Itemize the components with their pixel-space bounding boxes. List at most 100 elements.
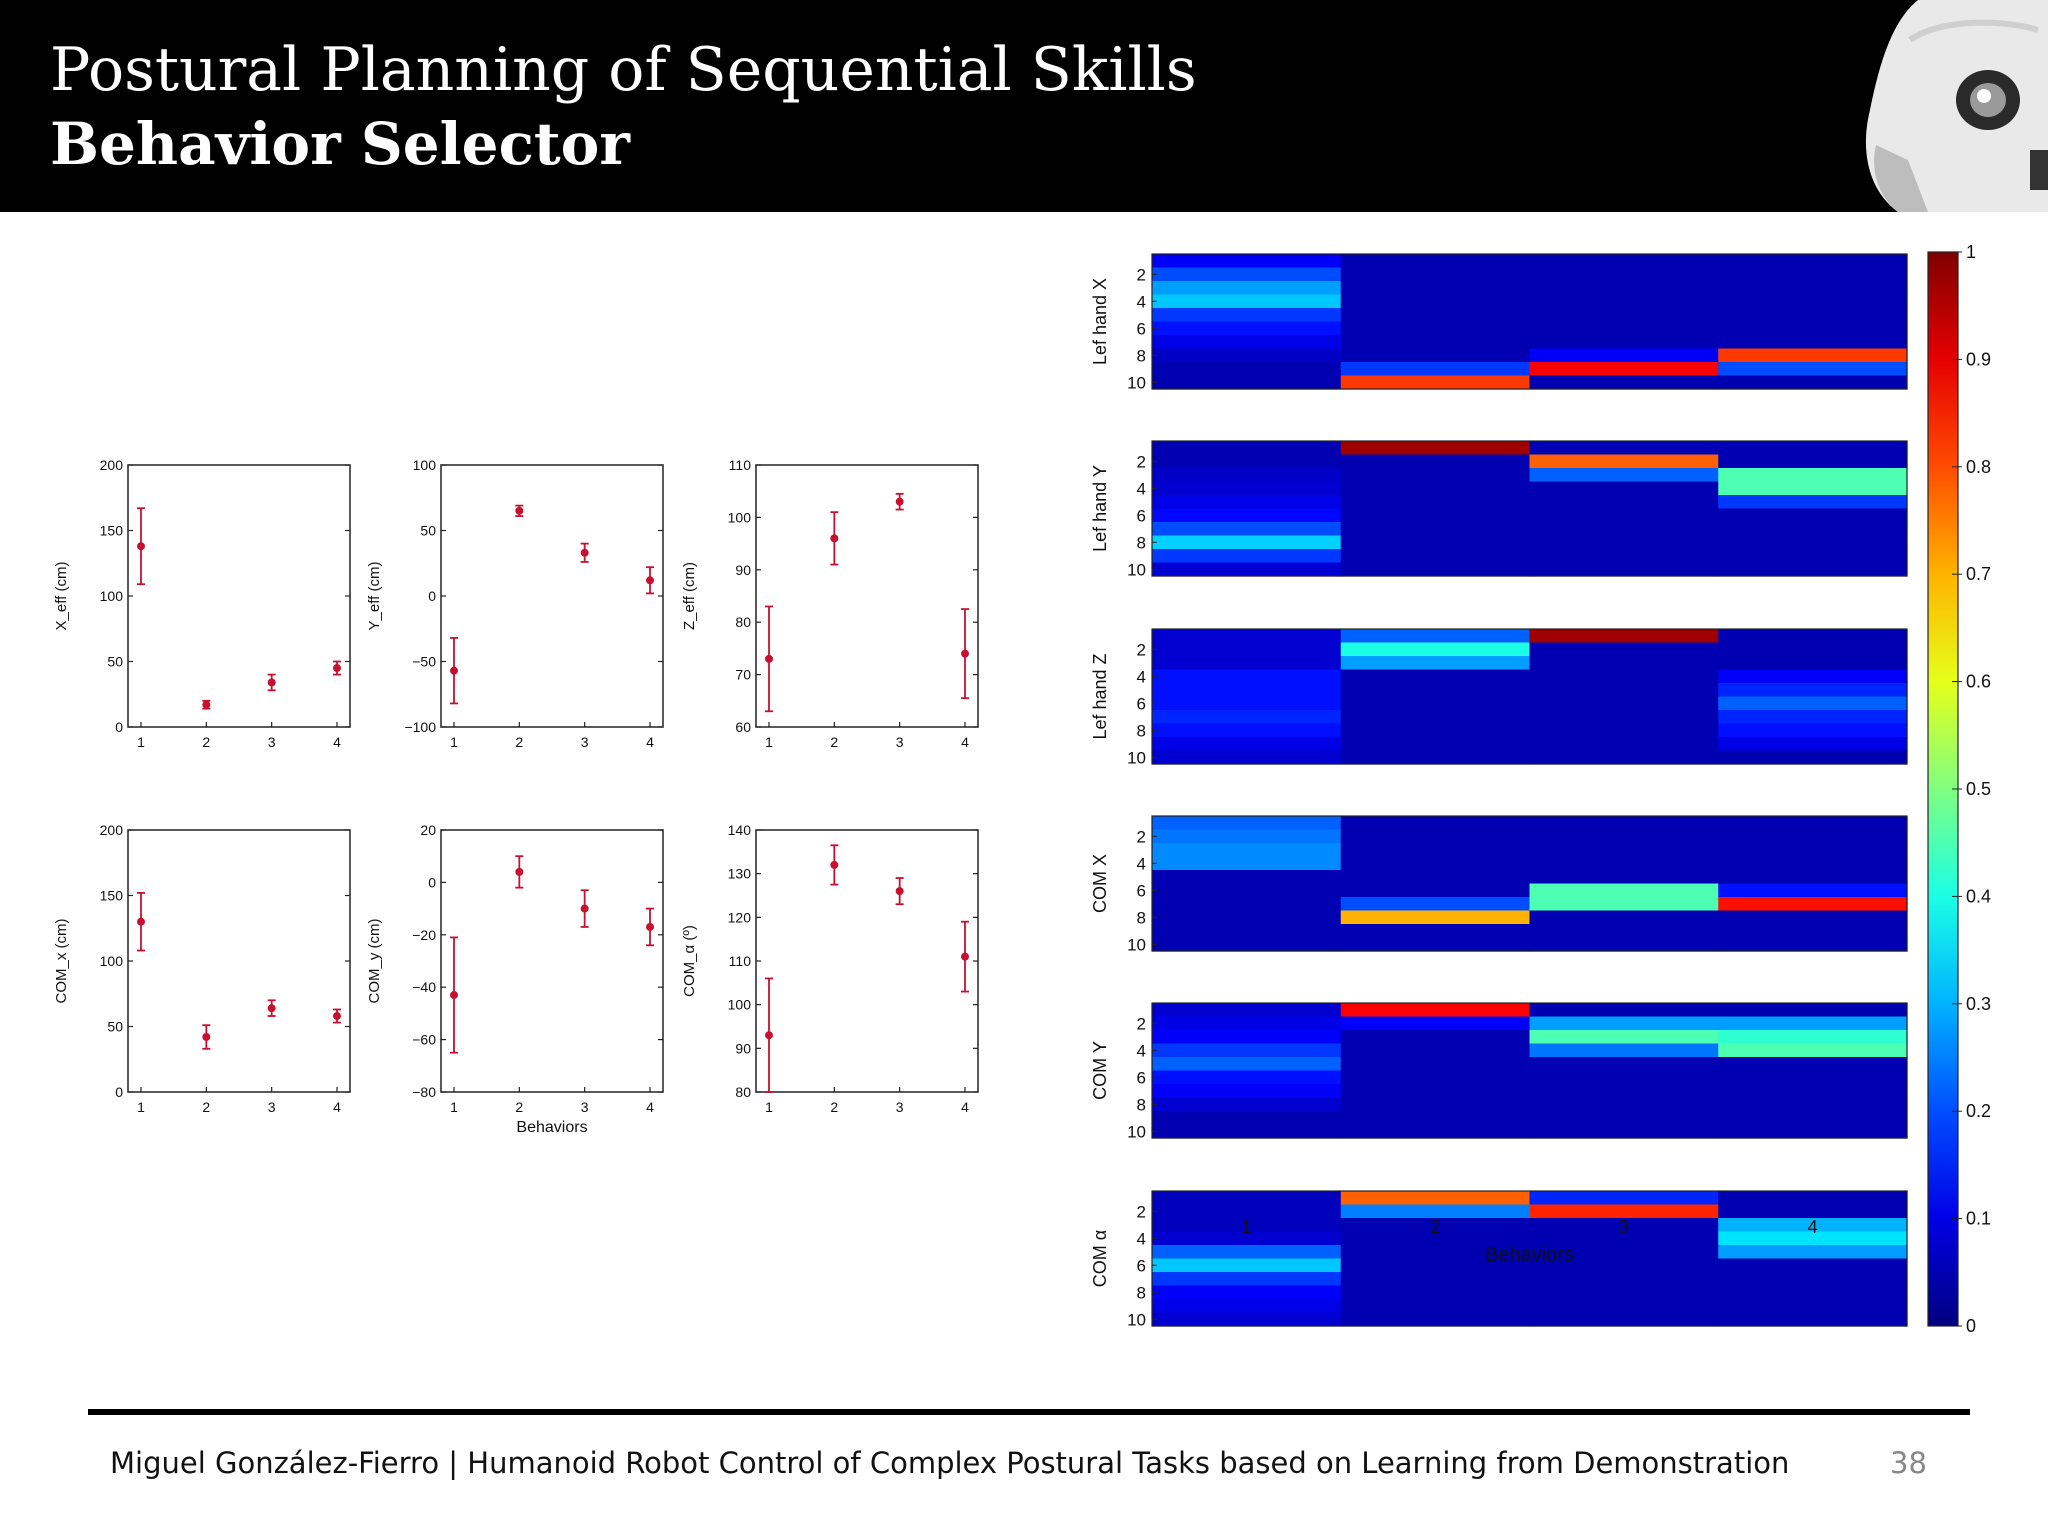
heatmap-cell: [1152, 254, 1342, 269]
y-tick-label: 8: [1137, 908, 1146, 927]
heatmap-cell: [1152, 535, 1342, 550]
heatmap-cell: [1718, 1299, 1908, 1314]
heatmap-cell: [1152, 495, 1342, 510]
heatmap-cell: [1152, 1231, 1342, 1246]
y-tick-label: 4: [1137, 854, 1146, 873]
heatmap-cell: [1529, 348, 1719, 363]
heatmap-frame: [1151, 440, 1908, 577]
scatter-plot-2: −100 −50 0 50 100 1 2 3 4 Y_eff (cm): [366, 457, 664, 750]
heatmap-cell: [1340, 362, 1531, 377]
heatmap-cell: [1152, 1191, 1342, 1206]
heatmap-cell: [1152, 294, 1342, 309]
heatmap-cell: [1718, 897, 1908, 912]
heatmap-cell: [1529, 308, 1719, 323]
heatmap-cell: [1152, 870, 1342, 885]
heatmap-cell: [1529, 1258, 1719, 1273]
y-axis-label: Y_eff (cm): [366, 562, 383, 631]
data-point: [961, 649, 969, 658]
heatmap-cell: [1152, 1030, 1342, 1045]
heatmap-cell: [1152, 281, 1342, 296]
heatmap-cell: [1152, 1204, 1342, 1219]
heatmap-cell: [1340, 710, 1531, 725]
heatmap-cell: [1529, 924, 1719, 939]
heatmap-cell: [1529, 1003, 1719, 1018]
y-tick-label: −60: [412, 1032, 436, 1048]
y-tick-label: −80: [412, 1084, 436, 1100]
heatmap-cell: [1718, 1111, 1908, 1126]
x-tick-label: 2: [830, 734, 838, 750]
heatmap-cell: [1152, 1070, 1342, 1085]
heatmap-cell: [1718, 281, 1908, 296]
heatmap-cell: [1340, 1124, 1531, 1139]
heatmap-cell: [1529, 1124, 1719, 1139]
heatmap-cell: [1718, 1030, 1908, 1045]
heatmap-cell: [1529, 1057, 1719, 1072]
heatmap-cell: [1152, 1312, 1342, 1327]
heatmap-cell: [1152, 1124, 1342, 1139]
heatmap-cell: [1340, 642, 1531, 657]
heatmap-cell: [1152, 642, 1342, 657]
heatmap-cell: [1529, 562, 1719, 577]
data-point: [333, 664, 341, 673]
colorbar-tick-label: 1: [1966, 242, 1976, 262]
heatmap-cell: [1340, 1057, 1531, 1072]
heatmap-cell: [1529, 683, 1719, 698]
data-point: [895, 887, 904, 896]
y-tick-label: −100: [404, 719, 436, 735]
x-tick-label: 1: [765, 734, 773, 750]
colorbar-tick-label: 0.1: [1966, 1209, 1991, 1229]
heatmap-cell: [1152, 1245, 1342, 1260]
heatmap-cell: [1718, 937, 1908, 952]
heatmap-cell: [1718, 1191, 1908, 1206]
heatmap-cell: [1152, 829, 1342, 844]
x-tick-label: 2: [202, 1099, 210, 1115]
y-tick-label: 6: [1137, 506, 1146, 525]
heatmap-cell: [1152, 656, 1342, 671]
heatmap-cell: [1718, 348, 1908, 363]
heatmap-cell: [1718, 1057, 1908, 1072]
heatmap-panel-1: 2 4 6 8 10 Lef hand X: [1090, 253, 1908, 392]
robot-logo: [1798, 0, 2048, 212]
heatmap-cell: [1340, 924, 1531, 939]
y-tick-label: 10: [1127, 1122, 1146, 1141]
heatmap-cell: [1340, 1312, 1531, 1327]
heatmap-cell: [1718, 870, 1908, 885]
heatmap-cell: [1718, 1043, 1908, 1058]
heatmap-x-axis-label: Behaviors: [1485, 1244, 1574, 1266]
heatmap-cell: [1340, 535, 1531, 550]
y-tick-label: −40: [412, 979, 436, 995]
heatmap-cell: [1340, 683, 1531, 698]
heatmap-cell: [1340, 843, 1531, 858]
y-tick-label: 200: [100, 457, 124, 473]
data-point: [580, 904, 589, 913]
heatmap-cell: [1152, 362, 1342, 377]
heatmap-cell: [1152, 1272, 1342, 1287]
heatmap-x-tick-label: 1: [1241, 1217, 1251, 1237]
y-tick-label: 2: [1137, 827, 1146, 846]
heatmap-cell: [1340, 910, 1531, 925]
y-tick-label: 2: [1137, 1202, 1146, 1221]
heatmap-cell: [1152, 549, 1342, 564]
y-tick-label: 10: [1127, 748, 1146, 767]
panel-label: Lef hand X: [1090, 278, 1110, 365]
heatmap-cell: [1152, 897, 1342, 912]
y-axis-label: COM_α (º): [681, 925, 698, 997]
panel-label: COM α: [1090, 1230, 1110, 1287]
y-tick-label: 200: [100, 822, 124, 838]
heatmap-cell: [1152, 629, 1342, 644]
heatmap-cell: [1718, 1258, 1908, 1273]
heatmap-cell: [1529, 723, 1719, 738]
panel-label: COM Y: [1090, 1041, 1110, 1100]
heatmap-cell: [1340, 829, 1531, 844]
heatmap-cell: [1340, 1070, 1531, 1085]
colorbar-tick-label: 0.7: [1966, 564, 1991, 584]
data-point: [450, 991, 458, 1000]
heatmap-cell: [1529, 441, 1719, 456]
heatmap-cell: [1718, 710, 1908, 725]
plot-frame: [755, 464, 979, 728]
heatmap-cell: [1152, 1057, 1342, 1072]
heatmap-cell: [1152, 335, 1342, 350]
heatmap-cell: [1529, 535, 1719, 550]
heatmap-cell: [1718, 1285, 1908, 1300]
